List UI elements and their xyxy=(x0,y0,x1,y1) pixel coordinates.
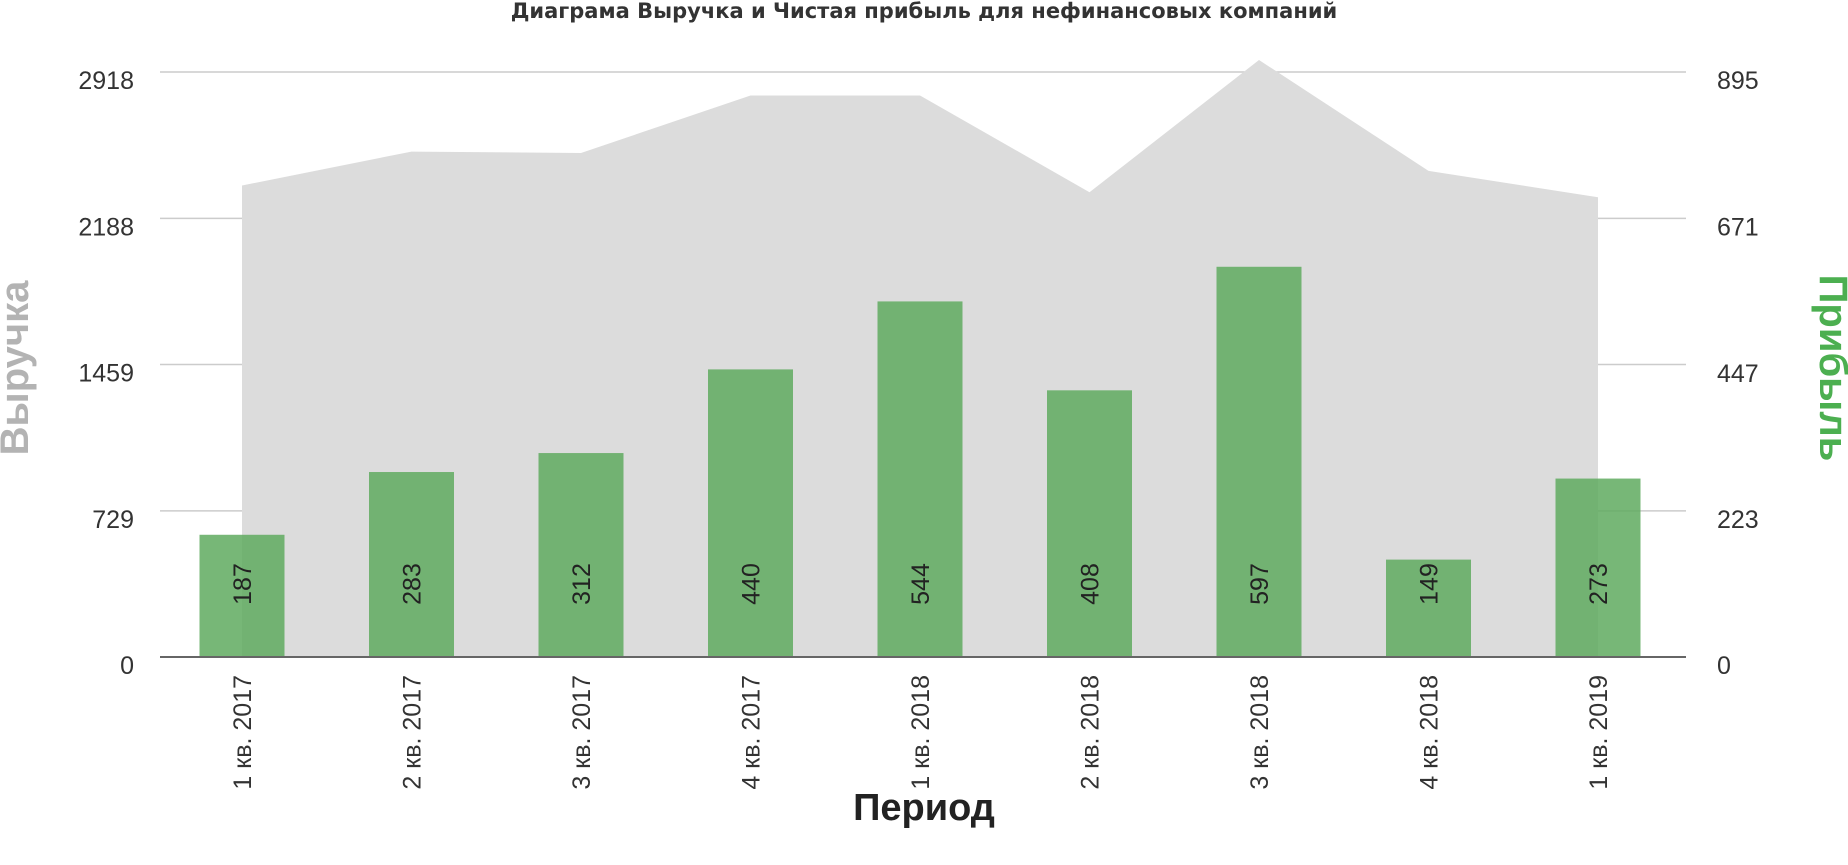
right-tick-label: 0 xyxy=(1717,652,1731,680)
right-axis-ticks: 0 223 447 671 895 xyxy=(1717,67,1759,680)
right-tick-label: 671 xyxy=(1717,213,1759,241)
left-tick-label: 1459 xyxy=(78,360,134,388)
left-tick-label: 2188 xyxy=(78,213,134,241)
profit-bar xyxy=(1386,559,1471,657)
right-tick-label: 447 xyxy=(1717,360,1759,388)
left-axis-ticks: 0 729 1459 2188 2918 xyxy=(78,67,134,680)
profit-bar xyxy=(1216,266,1302,657)
right-axis-title: Прибыль xyxy=(1811,275,1848,462)
left-axis-title: Выручка xyxy=(0,280,37,455)
bar-value-labels: 187 283 312 440 544 408 597 149 273 xyxy=(229,563,1613,605)
category-label: 1 кв. 2017 xyxy=(229,675,257,790)
profit-bar xyxy=(877,301,963,657)
profit-bar xyxy=(708,369,793,657)
x-axis-title: Период xyxy=(853,787,995,829)
bar-value-label: 544 xyxy=(907,563,935,605)
bar-value-label: 408 xyxy=(1077,563,1105,605)
bar-value-label: 440 xyxy=(738,563,766,605)
bar-value-label: 187 xyxy=(229,563,257,605)
category-label: 2 кв. 2018 xyxy=(1077,675,1105,790)
bar-value-label: 283 xyxy=(399,563,427,605)
category-label: 1 кв. 2018 xyxy=(907,675,935,790)
left-tick-label: 0 xyxy=(120,652,134,680)
bar-value-label: 149 xyxy=(1416,563,1444,605)
bar-value-label: 312 xyxy=(568,563,596,605)
bar-value-label: 597 xyxy=(1246,563,1274,605)
profit-bars xyxy=(199,266,1641,657)
category-label: 2 кв. 2017 xyxy=(399,675,427,790)
right-tick-label: 223 xyxy=(1717,506,1759,534)
chart-title: Диаграма Выручка и Чистая прибыль для не… xyxy=(511,0,1338,23)
category-labels: 1 кв. 2017 2 кв. 2017 3 кв. 2017 4 кв. 2017… xyxy=(229,675,1613,790)
category-label: 1 кв. 2019 xyxy=(1585,675,1613,790)
right-tick-label: 895 xyxy=(1717,67,1759,95)
profit-bar xyxy=(1555,478,1641,657)
category-label: 3 кв. 2018 xyxy=(1246,675,1274,790)
profit-bar xyxy=(1047,390,1132,657)
category-label: 4 кв. 2017 xyxy=(738,675,766,790)
category-label: 3 кв. 2017 xyxy=(568,675,596,790)
profit-bar xyxy=(538,453,624,657)
profit-bar xyxy=(369,472,454,657)
profit-bar xyxy=(199,534,285,657)
bar-value-label: 273 xyxy=(1585,563,1613,605)
category-label: 4 кв. 2018 xyxy=(1416,675,1444,790)
left-tick-label: 2918 xyxy=(78,67,134,95)
left-tick-label: 729 xyxy=(92,506,134,534)
